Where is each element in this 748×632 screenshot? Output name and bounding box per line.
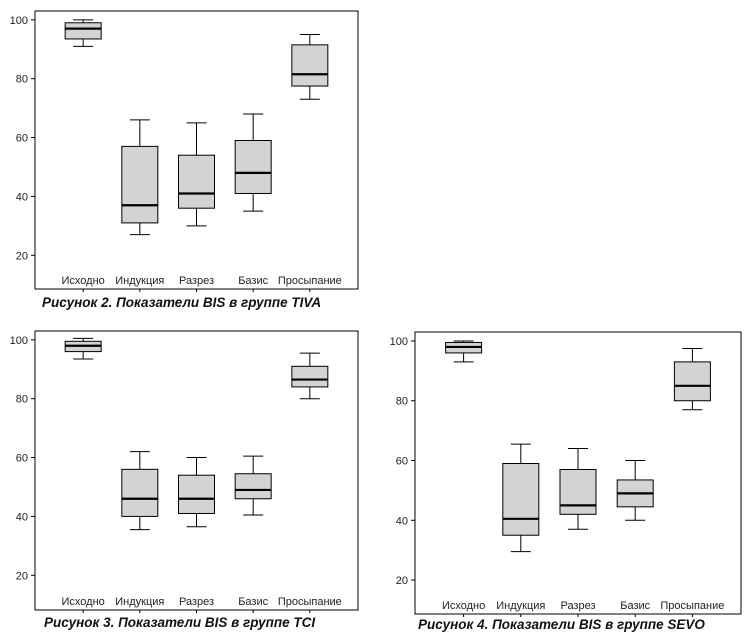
x-tick-label: Индукция <box>496 600 545 612</box>
box <box>178 154 215 209</box>
box <box>559 468 597 515</box>
boxplot-sevo: 20 40 60 80 100 Исходно Индукция Разрез Базис Про… <box>390 331 742 617</box>
x-tick-label: Исходно <box>62 275 105 287</box>
x-tick-label: Базис <box>620 600 650 612</box>
y-tick-label: 40 <box>16 191 28 203</box>
caption-tiva: Рисунок 2. Показатели BIS в группе TIVA <box>42 295 322 310</box>
boxplot-tiva: 20 40 60 80 100 Исходно Индукция Разрез Базис Про… <box>10 10 359 292</box>
x-tick-label: Просыпание <box>660 600 724 612</box>
box <box>64 22 102 40</box>
box <box>234 140 272 194</box>
chart-panel-tci: 20 40 60 80 100 Исходно Индукция Разрез Базис Про… <box>4 327 360 613</box>
x-tick-label: Разрез <box>560 600 595 612</box>
chart-panel-tiva: 20 40 60 80 100 Исходно Индукция Разрез Базис Про… <box>4 8 360 292</box>
boxplot-tci: 20 40 60 80 100 Исходно Индукция Разрез Базис Про… <box>10 330 359 613</box>
x-tick-label: Просыпание <box>278 275 342 287</box>
y-tick-label: 100 <box>10 15 28 27</box>
y-tick-label: 60 <box>16 133 28 145</box>
x-tick-label: Разрез <box>179 275 214 287</box>
box <box>121 145 159 224</box>
y-tick-label: 20 <box>16 570 28 582</box>
box <box>234 473 272 500</box>
x-tick-label: Базис <box>238 596 268 608</box>
y-tick-label: 100 <box>390 336 408 348</box>
y-tick-label: 80 <box>16 74 28 86</box>
box <box>178 474 215 514</box>
box <box>291 365 329 388</box>
y-tick-label: 40 <box>396 515 408 527</box>
y-tick-label: 80 <box>16 394 28 406</box>
y-tick-label: 60 <box>16 453 28 465</box>
y-tick-label: 40 <box>16 511 28 523</box>
x-tick-label: Разрез <box>179 596 214 608</box>
box <box>502 463 540 536</box>
box <box>121 468 159 517</box>
box <box>673 361 711 402</box>
y-tick-label: 20 <box>396 575 408 587</box>
y-tick-label: 80 <box>396 396 408 408</box>
x-tick-label: Просыпание <box>278 596 342 608</box>
y-tick-label: 60 <box>396 456 408 468</box>
chart-panel-sevo: 20 40 60 80 100 Исходно Индукция Разрез Базис Про… <box>385 327 744 617</box>
caption-sevo: Рисунок 4. Показатели BIS в группе SEVO <box>418 617 705 632</box>
box <box>291 44 329 87</box>
x-tick-label: Базис <box>238 275 268 287</box>
x-tick-label: Индукция <box>115 275 164 287</box>
x-tick-label: Индукция <box>115 596 164 608</box>
x-tick-label: Исходно <box>62 596 105 608</box>
y-tick-label: 20 <box>16 250 28 262</box>
y-tick-label: 100 <box>10 335 28 347</box>
caption-tci: Рисунок 3. Показатели BIS в группе TCI <box>44 615 316 630</box>
x-tick-label: Исходно <box>442 600 485 612</box>
